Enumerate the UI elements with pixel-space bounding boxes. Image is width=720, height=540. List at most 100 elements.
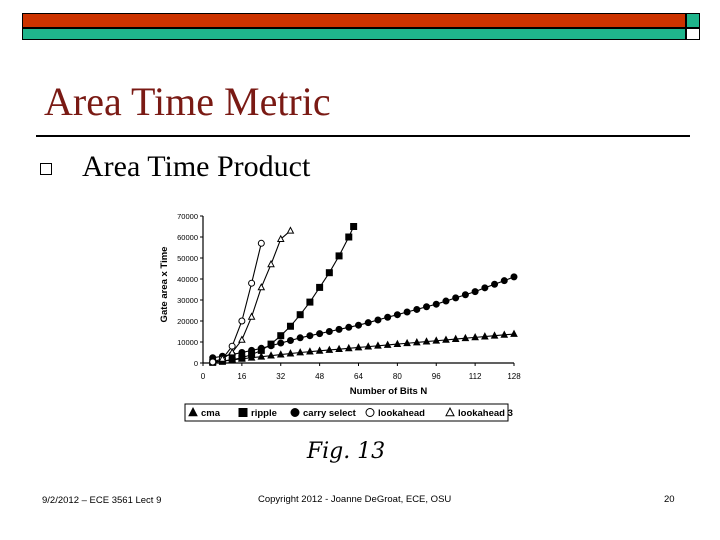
- point-carry-select: [384, 313, 392, 321]
- point-cma: [490, 331, 499, 339]
- footer-copyright: Copyright 2012 - Joanne DeGroat, ECE, OS…: [258, 494, 452, 505]
- legend-marker-lookahead-3: [445, 407, 455, 417]
- point-cma: [364, 342, 373, 350]
- point-cma: [296, 348, 305, 356]
- point-carry-select: [248, 346, 256, 354]
- point-carry-select: [510, 273, 518, 281]
- point-carry-select: [345, 323, 353, 331]
- point-ripple: [316, 283, 324, 291]
- point-carry-select: [491, 280, 499, 288]
- footer-date-course: 9/2/2012 – ECE 3561 Lect 9: [42, 495, 162, 506]
- legend-marker-cma: [188, 407, 198, 417]
- point-carry-select: [481, 284, 489, 292]
- point-carry-select: [432, 300, 440, 308]
- series-line-ripple: [212, 226, 355, 363]
- point-carry-select: [403, 308, 411, 316]
- point-ripple: [306, 298, 314, 306]
- point-carry-select: [306, 332, 314, 340]
- point-lookahead-3: [238, 335, 246, 343]
- point-cma: [315, 346, 324, 354]
- point-carry-select: [335, 325, 343, 333]
- point-cma: [393, 339, 402, 347]
- y-tick-label: 70000: [177, 212, 198, 221]
- point-carry-select: [325, 328, 333, 335]
- series-lookahead-3: [218, 226, 295, 362]
- x-tick-label: 32: [276, 372, 285, 381]
- series-cma: [208, 329, 518, 365]
- point-cma: [354, 343, 363, 351]
- point-cma: [276, 350, 285, 358]
- bullet-text: Area Time Product: [82, 150, 311, 183]
- point-cma: [500, 330, 509, 338]
- series-line-carry-select: [212, 276, 515, 359]
- point-lookahead-3: [276, 234, 285, 242]
- y-tick-label: 0: [194, 359, 198, 368]
- point-ripple: [286, 322, 294, 330]
- point-cma: [286, 349, 295, 357]
- point-cma: [403, 338, 411, 347]
- x-tick-label: 16: [237, 372, 246, 381]
- point-carry-select: [413, 305, 421, 313]
- point-cma: [510, 329, 518, 337]
- y-axis-label: Gate area x Time: [159, 247, 170, 323]
- header-square-white: [686, 28, 700, 40]
- point-lookahead-3: [257, 283, 266, 291]
- legend-marker-carry-select: [290, 408, 300, 417]
- point-carry-select: [442, 297, 450, 305]
- point-carry-select: [374, 316, 382, 324]
- series-line-lookahead: [212, 243, 262, 363]
- x-tick-label: 96: [432, 372, 441, 381]
- point-lookahead: [248, 279, 256, 287]
- x-tick-label: 0: [201, 372, 206, 381]
- series-carry-select: [209, 273, 518, 362]
- point-cma: [374, 341, 382, 349]
- point-lookahead: [238, 317, 246, 325]
- point-cma: [335, 344, 343, 353]
- figure-caption: Fig. 13: [306, 439, 385, 464]
- point-lookahead: [257, 239, 265, 247]
- title-divider: [36, 135, 690, 137]
- point-carry-select: [471, 288, 479, 296]
- legend: cma ripple carry select lookahead lookahead …: [188, 407, 513, 419]
- point-cma: [412, 338, 421, 346]
- header-bar-red: [22, 13, 686, 28]
- y-tick-label: 60000: [177, 233, 198, 242]
- header-bar-green: [22, 28, 686, 40]
- point-cma: [325, 345, 334, 353]
- point-ripple: [325, 269, 333, 277]
- point-carry-select: [393, 311, 401, 319]
- point-carry-select: [277, 339, 285, 347]
- point-cma: [471, 333, 479, 341]
- point-lookahead-3: [286, 226, 295, 234]
- bullet-square-icon: [40, 163, 52, 175]
- y-tick-label: 40000: [177, 275, 198, 284]
- point-carry-select: [500, 277, 508, 285]
- point-cma: [422, 337, 431, 345]
- x-tick-label: 64: [354, 372, 363, 381]
- point-carry-select: [257, 344, 265, 352]
- point-carry-select: [286, 337, 294, 345]
- x-tick-label: 128: [507, 372, 521, 381]
- point-cma: [442, 335, 450, 343]
- point-carry-select: [238, 349, 246, 356]
- point-cma: [481, 332, 489, 340]
- y-tick-label: 10000: [177, 338, 198, 347]
- point-ripple: [345, 233, 353, 241]
- point-carry-select: [452, 294, 460, 302]
- header-square-green: [686, 13, 700, 28]
- point-carry-select: [355, 321, 362, 329]
- legend-label-carry-select: carry select: [303, 408, 357, 419]
- point-carry-select: [267, 342, 275, 350]
- legend-label-lookahead-3: lookahead 3: [458, 408, 513, 419]
- x-tick-label: 80: [393, 372, 402, 381]
- point-cma: [461, 333, 470, 342]
- legend-marker-ripple: [238, 408, 248, 417]
- point-lookahead-3: [247, 312, 256, 320]
- point-lookahead-3: [267, 259, 275, 268]
- slide-title: Area Time Metric: [44, 79, 331, 124]
- legend-label-cma: cma: [201, 408, 221, 419]
- point-carry-select: [316, 330, 324, 338]
- point-carry-select: [296, 334, 304, 342]
- y-tick-label: 20000: [177, 317, 198, 326]
- series-line-lookahead-3: [222, 230, 291, 360]
